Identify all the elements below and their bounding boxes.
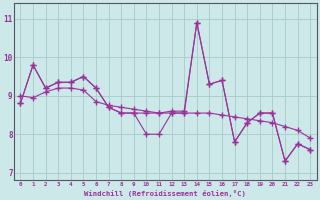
X-axis label: Windchill (Refroidissement éolien,°C): Windchill (Refroidissement éolien,°C) <box>84 190 246 197</box>
